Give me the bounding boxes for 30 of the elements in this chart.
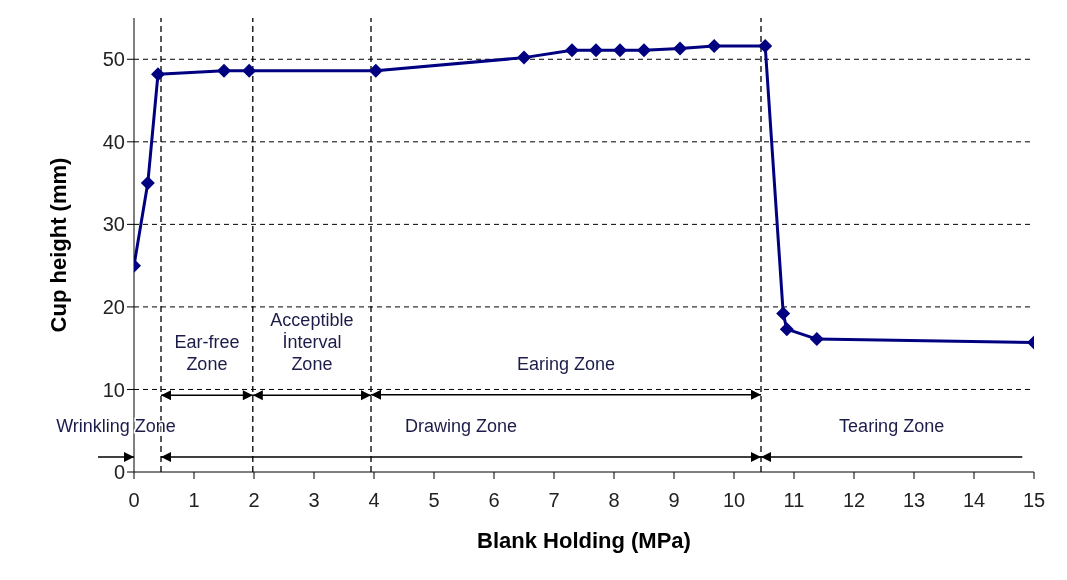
y-axis-title: Cup height (mm) (45, 157, 71, 333)
y-tick-label: 40 (102, 130, 125, 153)
annotation: Drawing Zone (404, 415, 518, 436)
y-tick-label: 30 (102, 213, 125, 236)
y-tick-label: 0 (113, 461, 125, 484)
x-tick-label: 7 (548, 489, 560, 512)
x-axis-title: Blank Holding (MPa) (477, 528, 691, 553)
x-tick-label: 15 (1022, 489, 1046, 512)
x-tick-label: 4 (368, 489, 380, 512)
x-tick-label: 0 (128, 489, 140, 512)
y-tick-label: 50 (102, 48, 125, 71)
x-tick-label: 9 (668, 489, 680, 512)
x-tick-label: 2 (248, 489, 260, 512)
y-tick-label: 10 (102, 378, 125, 401)
y-tick-label: 20 (102, 296, 125, 319)
annotation: Acceptible İnterval Zone (270, 309, 354, 374)
x-tick-label: 11 (783, 489, 805, 512)
x-tick-label: 3 (308, 489, 320, 512)
x-tick-label: 10 (722, 489, 746, 512)
annotation: Earing Zone (516, 353, 616, 374)
x-tick-label: 6 (488, 489, 500, 512)
x-tick-label: 12 (842, 489, 866, 512)
x-tick-label: 5 (428, 489, 440, 512)
annotation: Ear-free Zone (174, 331, 240, 374)
x-tick-label: 14 (962, 489, 986, 512)
annotation: Tearing Zone (839, 415, 945, 436)
x-tick-label: 1 (188, 489, 200, 512)
annotation: Wrinkling Zone (56, 415, 176, 436)
x-tick-label: 8 (608, 489, 620, 512)
x-tick-label: 13 (902, 489, 926, 512)
